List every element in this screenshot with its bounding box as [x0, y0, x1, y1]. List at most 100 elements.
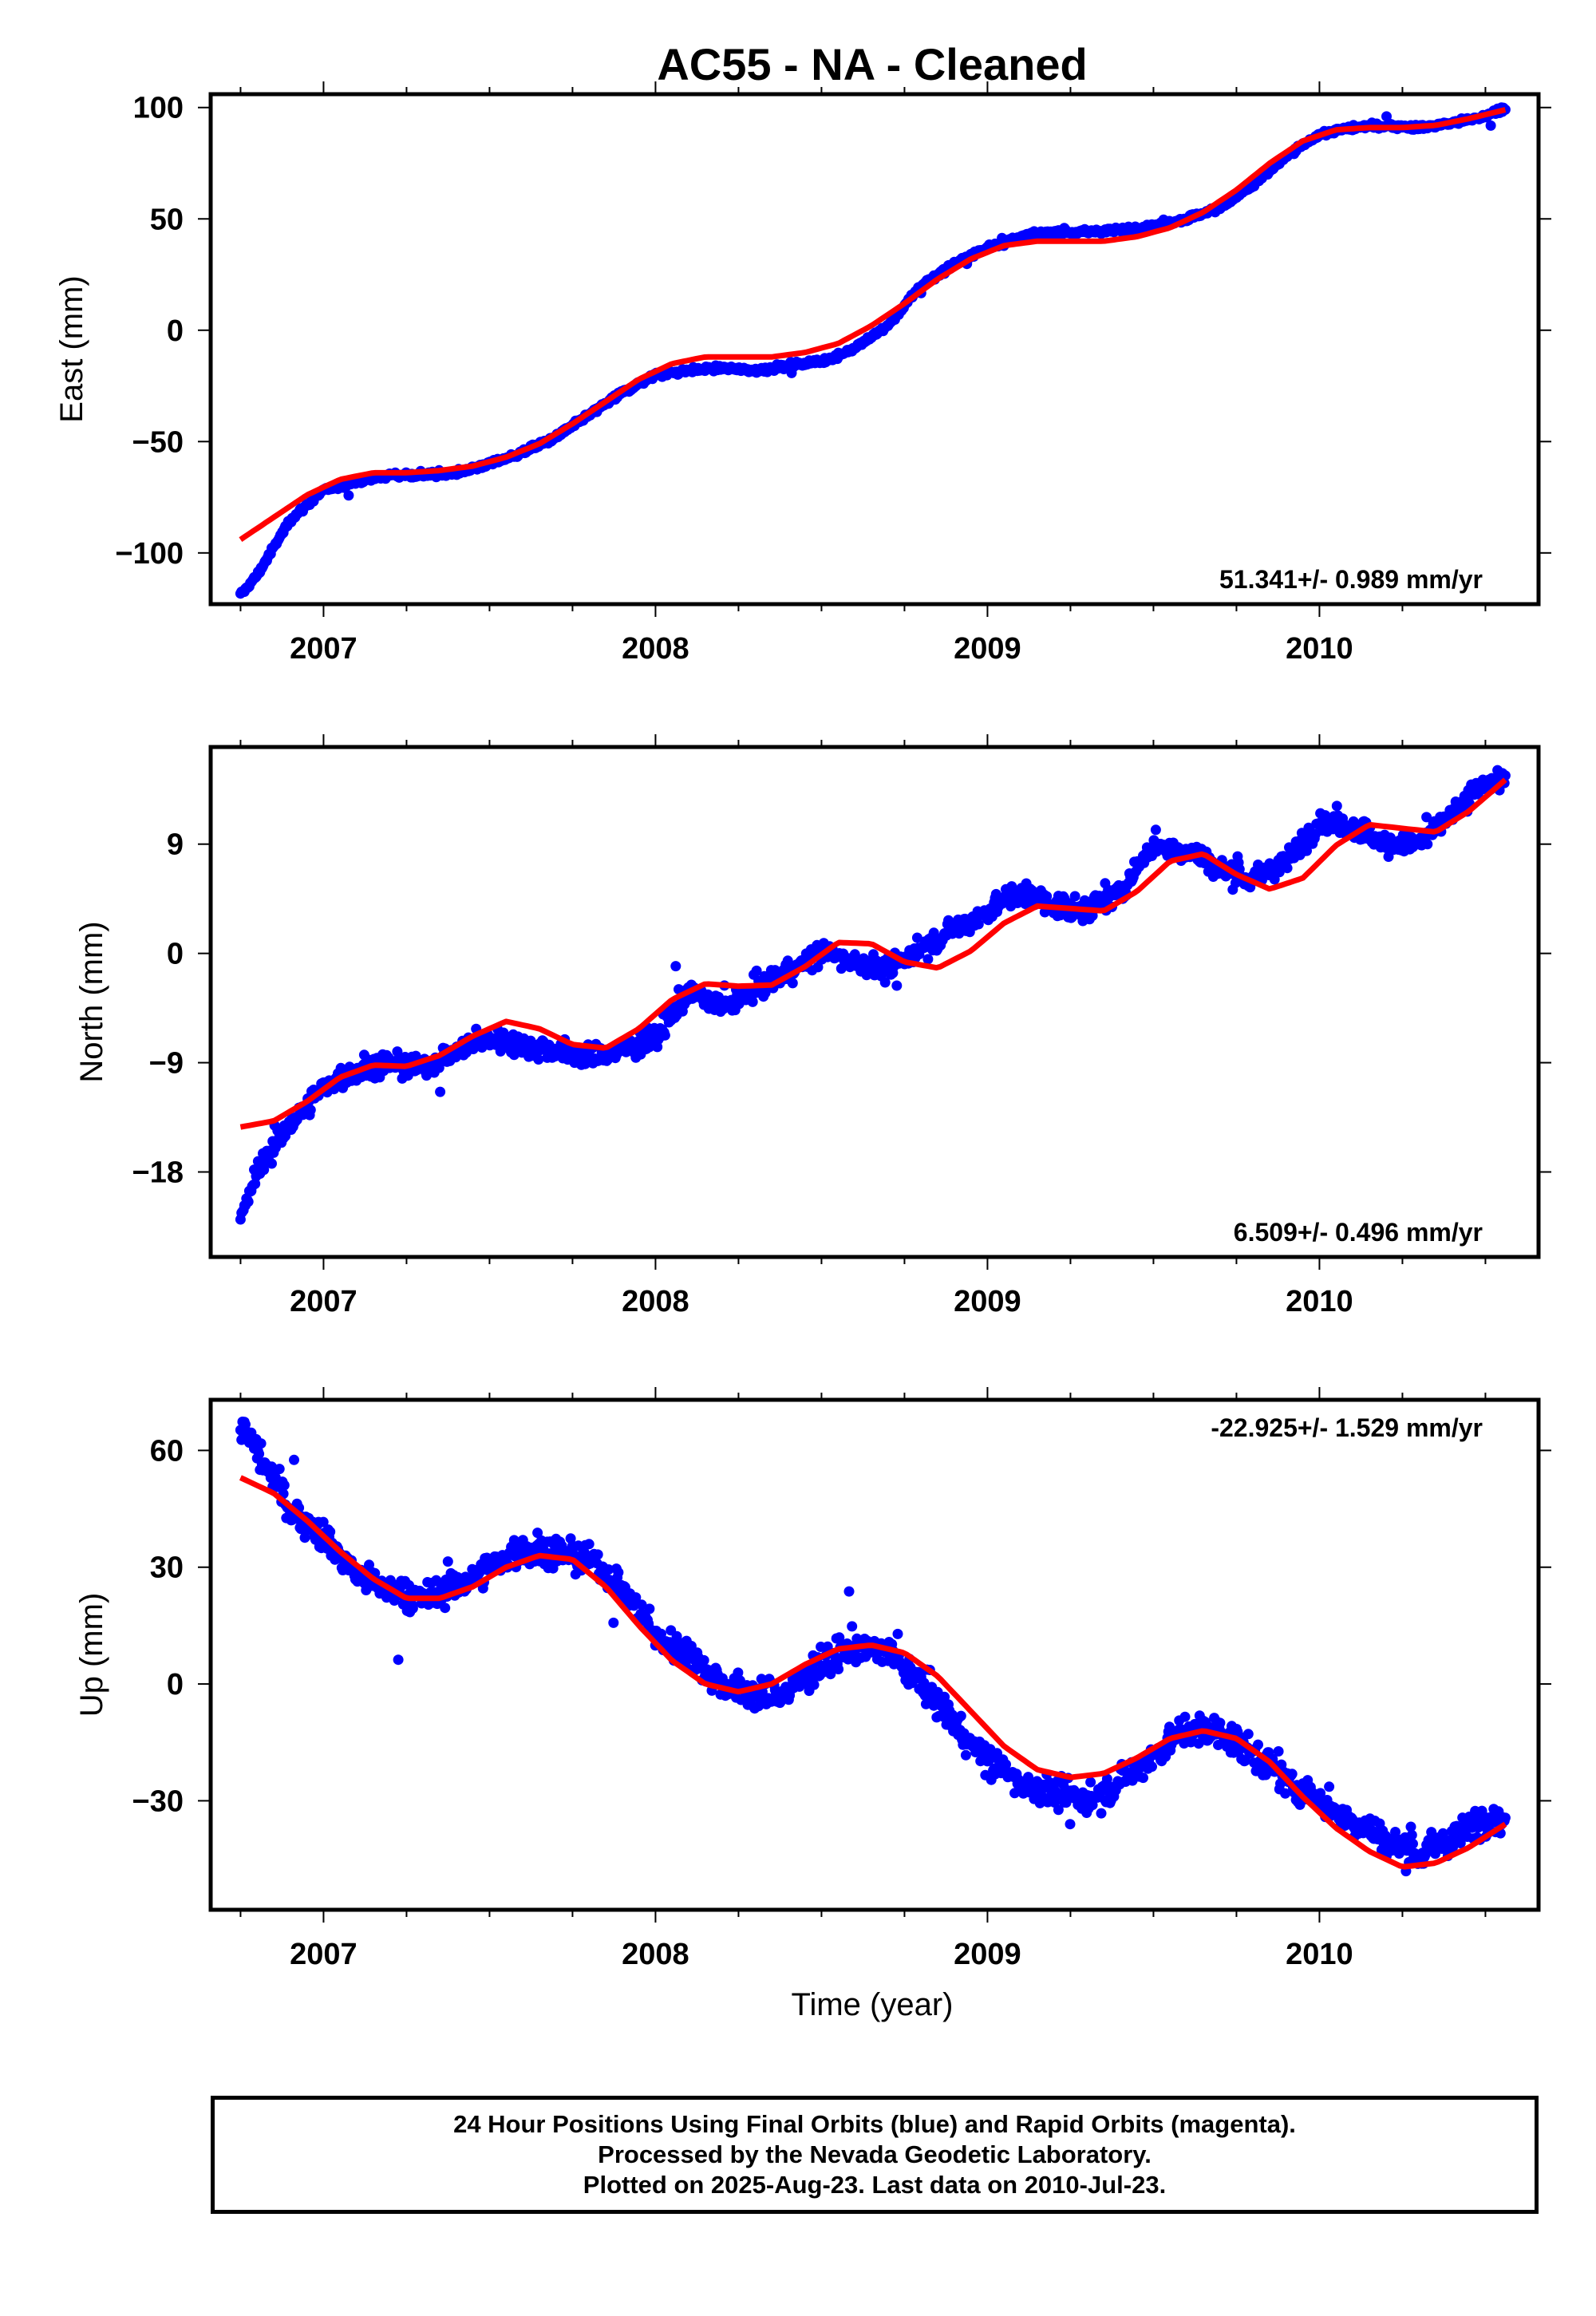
observation-point: [442, 1556, 453, 1567]
observation-point: [299, 1532, 310, 1543]
observation-point: [407, 1603, 418, 1614]
observation-point: [670, 961, 681, 972]
observation-point: [450, 1052, 461, 1063]
rate-label: -22.925+/- 1.529 mm/yr: [1211, 1413, 1483, 1442]
observation-point: [636, 1599, 647, 1611]
observation-point: [1053, 1804, 1064, 1816]
observation-point: [1282, 863, 1293, 874]
observation-point: [243, 1196, 254, 1207]
observation-point: [533, 1054, 544, 1065]
y-tick-label: 50: [150, 203, 184, 236]
y-tick-label: 60: [150, 1434, 184, 1468]
y-tick-label: 0: [167, 1668, 184, 1701]
observation-point: [1215, 1717, 1226, 1729]
x-tick-label: 2008: [622, 1285, 689, 1318]
x-tick-label: 2010: [1286, 1285, 1353, 1318]
observation-point: [656, 1628, 666, 1639]
panel-1: 2007 2008 2009 2010 100 50 0 −50 −100 East (mm) 51…: [54, 81, 1551, 666]
model-curve: [239, 107, 1507, 542]
observation-point: [843, 1586, 855, 1597]
x-tick-label: 2008: [622, 1938, 689, 1971]
x-tick-label: 2007: [290, 1938, 358, 1971]
observation-point: [955, 1710, 966, 1721]
y-tick-label: −100: [115, 537, 184, 571]
observation-point: [1302, 845, 1312, 856]
observation-point: [1422, 839, 1433, 850]
footer-line-1: 24 Hour Positions Using Final Orbits (bl…: [453, 2110, 1296, 2138]
observation-points: [235, 765, 1511, 1225]
observation-point: [435, 1086, 446, 1097]
observation-point: [891, 980, 903, 991]
observation-point: [1455, 1838, 1466, 1848]
rate-label: 51.341+/- 0.989 mm/yr: [1219, 565, 1483, 594]
y-tick-label: 0: [167, 938, 184, 971]
y-axis-title: Up (mm): [74, 1593, 109, 1717]
observation-point: [1405, 1821, 1416, 1832]
observation-point: [1485, 120, 1496, 131]
x-tick-label: 2009: [954, 1938, 1021, 1971]
y-tick-label: −30: [132, 1784, 184, 1818]
observation-point: [1324, 1781, 1335, 1792]
panel-frame: [208, 1397, 1541, 1912]
observation-point: [1286, 1769, 1298, 1780]
observation-point: [834, 1632, 845, 1643]
observation-point: [833, 1664, 844, 1674]
observation-point: [1280, 1788, 1291, 1799]
observation-point: [1406, 1829, 1417, 1840]
panel-frame: [208, 745, 1541, 1259]
observation-point: [583, 1539, 595, 1550]
y-tick-label: −9: [149, 1047, 184, 1081]
observation-point: [325, 1526, 336, 1537]
x-tick-label: 2010: [1286, 632, 1353, 666]
observation-point: [603, 1564, 614, 1575]
observation-point: [918, 1678, 930, 1689]
observation-point: [1065, 1819, 1076, 1830]
observation-point: [532, 1528, 543, 1539]
observation-point: [1273, 1746, 1284, 1757]
x-tick-label: 2009: [954, 1285, 1021, 1318]
plot-area: [235, 765, 1511, 1225]
chart-title: AC55 - NA - Cleaned: [657, 39, 1087, 89]
observation-point: [255, 1438, 267, 1449]
footer-note: 24 Hour Positions Using Final Orbits (bl…: [211, 2096, 1539, 2214]
model-curve: [239, 1475, 1507, 1870]
observation-point: [879, 977, 891, 988]
panel-3: 2007 2008 2009 2010 60 30 0 −30 Up (mm) -22.925+/…: [74, 1387, 1551, 1971]
y-tick-label: −18: [132, 1156, 184, 1190]
observation-point: [240, 1419, 251, 1430]
observation-point: [318, 1516, 329, 1528]
observation-point: [960, 1749, 971, 1761]
y-tick-label: −50: [132, 425, 184, 459]
observation-point: [289, 1454, 299, 1465]
x-tick-label: 2007: [290, 1285, 358, 1318]
plot-area: [235, 102, 1511, 599]
observation-point: [698, 1654, 709, 1666]
observation-point: [1150, 824, 1161, 836]
observation-point: [847, 1621, 858, 1632]
observation-point: [1499, 1812, 1511, 1824]
y-tick-label: 0: [167, 314, 184, 348]
observation-point: [254, 1448, 265, 1460]
observation-point: [911, 932, 922, 943]
observation-point: [782, 955, 793, 966]
observation-point: [1242, 1729, 1254, 1740]
x-axis-title: Time (year): [792, 1987, 954, 2022]
observation-point: [389, 1595, 400, 1606]
observation-point: [1315, 1788, 1326, 1799]
observation-point: [892, 1628, 903, 1639]
observation-point: [630, 1592, 642, 1603]
x-tick-label: 2007: [290, 632, 358, 666]
footer-line-2: Processed by the Nevada Geodetic Laborat…: [598, 2140, 1152, 2168]
observation-point: [1499, 770, 1511, 781]
panel-2: 2007 2008 2009 2010 9 0 −9 −18 North (mm) 6.509+/…: [74, 734, 1551, 1318]
observation-point: [1408, 1838, 1418, 1849]
observation-point: [305, 1105, 316, 1116]
observation-point: [1069, 891, 1080, 902]
footer-line-3: Plotted on 2025-Aug-23. Last data on 201…: [583, 2171, 1167, 2199]
observation-point: [1331, 800, 1342, 812]
observation-point: [733, 1667, 744, 1678]
observation-point: [1138, 1773, 1148, 1784]
observation-point: [1253, 1739, 1263, 1750]
y-tick-label: 100: [133, 92, 184, 125]
observation-point: [250, 1178, 261, 1189]
